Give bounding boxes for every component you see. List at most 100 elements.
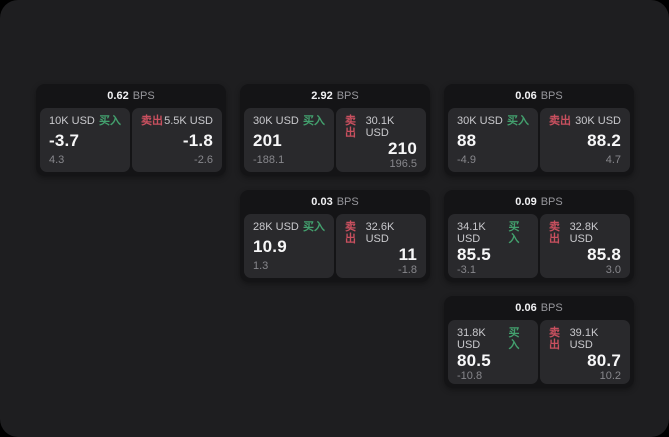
sell-delta: -1.8	[398, 264, 417, 276]
buy-sell-panels: 30K USD 买入 201 -188.1 卖出 30.1K USD 210 1…	[244, 108, 426, 172]
sell-amount: 30.1K USD	[365, 115, 395, 139]
sell-price: 210	[388, 139, 417, 158]
buy-amount: 30K USD	[253, 115, 299, 127]
buy-price: -3.7	[49, 131, 80, 150]
cards-grid: 0.62 BPS 10K USD 买入 -3.7 4.3 卖出 5.5K USD…	[36, 84, 634, 388]
buy-label-row: 28K USD 买入	[253, 221, 325, 233]
buy-panel[interactable]: 30K USD 买入 201 -188.1	[244, 108, 334, 172]
buy-side-label: 买入	[508, 221, 520, 245]
bps-value: 0.06	[515, 302, 537, 314]
buy-price: 85.5	[457, 245, 491, 264]
buy-delta: -188.1	[253, 154, 285, 166]
buy-sell-panels: 34.1K USD 买入 85.5 -3.1 卖出 32.8K USD 85.8…	[448, 214, 630, 278]
buy-side-label: 买入	[303, 115, 325, 127]
sell-panel[interactable]: 卖出 32.6K USD 11 -1.8	[336, 214, 426, 278]
buy-price: 80.5	[457, 351, 491, 370]
buy-label-row: 10K USD 买入	[49, 115, 121, 127]
sell-label-row: 卖出 39.1K USD	[549, 327, 621, 351]
card-header: 0.09 BPS	[448, 194, 630, 210]
bps-value: 2.92	[311, 90, 333, 102]
quote-card: 0.09 BPS 34.1K USD 买入 85.5 -3.1 卖出 32.8K…	[444, 190, 634, 282]
buy-amount: 34.1K USD	[457, 221, 486, 245]
sell-side-label: 卖出	[345, 221, 356, 245]
card-header: 0.03 BPS	[244, 194, 426, 210]
sell-panel[interactable]: 卖出 5.5K USD -1.8 -2.6	[132, 108, 222, 172]
sell-amount: 32.6K USD	[365, 221, 395, 245]
buy-label-row: 34.1K USD 买入	[457, 221, 529, 245]
sell-amount: 30K USD	[575, 115, 621, 127]
sell-panel[interactable]: 卖出 39.1K USD 80.7 10.2	[540, 320, 630, 384]
buy-side-label: 买入	[507, 115, 529, 127]
bps-unit: BPS	[540, 196, 563, 208]
sell-amount: 32.8K USD	[569, 221, 599, 245]
card-header: 0.62 BPS	[40, 88, 222, 104]
quote-card: 0.03 BPS 28K USD 买入 10.9 1.3 卖出 32.6K US…	[240, 190, 430, 282]
sell-panel[interactable]: 卖出 32.8K USD 85.8 3.0	[540, 214, 630, 278]
sell-delta: 3.0	[605, 264, 621, 276]
buy-label-row: 30K USD 买入	[253, 115, 325, 127]
buy-sell-panels: 28K USD 买入 10.9 1.3 卖出 32.6K USD 11 -1.8	[244, 214, 426, 278]
buy-amount: 31.8K USD	[457, 327, 486, 351]
buy-delta: 1.3	[253, 260, 269, 272]
sell-amount: 39.1K USD	[569, 327, 599, 351]
sell-delta: 4.7	[605, 154, 621, 166]
buy-delta: -3.1	[457, 264, 476, 276]
buy-delta: -4.9	[457, 154, 476, 166]
sell-price: 85.8	[587, 245, 621, 264]
buy-panel[interactable]: 34.1K USD 买入 85.5 -3.1	[448, 214, 538, 278]
quote-card: 0.62 BPS 10K USD 买入 -3.7 4.3 卖出 5.5K USD…	[36, 84, 226, 176]
buy-price: 10.9	[253, 237, 287, 256]
buy-delta: 4.3	[49, 154, 65, 166]
quote-card: 0.06 BPS 31.8K USD 买入 80.5 -10.8 卖出 39.1…	[444, 296, 634, 388]
sell-panel[interactable]: 卖出 30.1K USD 210 196.5	[336, 108, 426, 172]
buy-amount: 30K USD	[457, 115, 503, 127]
sell-side-label: 卖出	[549, 221, 560, 245]
buy-sell-panels: 10K USD 买入 -3.7 4.3 卖出 5.5K USD -1.8 -2.…	[40, 108, 222, 172]
buy-panel[interactable]: 10K USD 买入 -3.7 4.3	[40, 108, 130, 172]
card-header: 0.06 BPS	[448, 88, 630, 104]
sell-side-label: 卖出	[141, 115, 163, 127]
sell-label-row: 卖出 32.6K USD	[345, 221, 417, 245]
buy-sell-panels: 31.8K USD 买入 80.5 -10.8 卖出 39.1K USD 80.…	[448, 320, 630, 384]
card-header: 2.92 BPS	[244, 88, 426, 104]
bps-value: 0.06	[515, 90, 537, 102]
bps-unit: BPS	[540, 302, 563, 314]
buy-price: 201	[253, 131, 282, 150]
buy-amount: 10K USD	[49, 115, 95, 127]
buy-side-label: 买入	[303, 221, 325, 233]
sell-price: 80.7	[587, 351, 621, 370]
sell-amount: 5.5K USD	[164, 115, 213, 127]
buy-sell-panels: 30K USD 买入 88 -4.9 卖出 30K USD 88.2 4.7	[448, 108, 630, 172]
buy-label-row: 30K USD 买入	[457, 115, 529, 127]
bps-unit: BPS	[336, 196, 359, 208]
sell-side-label: 卖出	[345, 115, 356, 139]
sell-side-label: 卖出	[549, 115, 571, 127]
sell-delta: 196.5	[389, 158, 417, 170]
sell-price: 11	[398, 245, 417, 264]
sell-label-row: 卖出 32.8K USD	[549, 221, 621, 245]
sell-label-row: 卖出 5.5K USD	[141, 115, 213, 127]
bps-unit: BPS	[132, 90, 155, 102]
sell-price: -1.8	[182, 131, 213, 150]
sell-label-row: 卖出 30K USD	[549, 115, 621, 127]
buy-amount: 28K USD	[253, 221, 299, 233]
sell-delta: 10.2	[599, 370, 621, 382]
buy-side-label: 买入	[508, 327, 520, 351]
sell-panel[interactable]: 卖出 30K USD 88.2 4.7	[540, 108, 630, 172]
buy-panel[interactable]: 31.8K USD 买入 80.5 -10.8	[448, 320, 538, 384]
sell-label-row: 卖出 30.1K USD	[345, 115, 417, 139]
bps-value: 0.62	[107, 90, 129, 102]
sell-side-label: 卖出	[549, 327, 560, 351]
buy-label-row: 31.8K USD 买入	[457, 327, 529, 351]
quote-card: 0.06 BPS 30K USD 买入 88 -4.9 卖出 30K USD 8…	[444, 84, 634, 176]
buy-panel[interactable]: 28K USD 买入 10.9 1.3	[244, 214, 334, 278]
quote-card: 2.92 BPS 30K USD 买入 201 -188.1 卖出 30.1K …	[240, 84, 430, 176]
buy-panel[interactable]: 30K USD 买入 88 -4.9	[448, 108, 538, 172]
buy-side-label: 买入	[99, 115, 121, 127]
buy-delta: -10.8	[457, 370, 483, 382]
bps-unit: BPS	[540, 90, 563, 102]
sell-delta: -2.6	[194, 154, 213, 166]
bps-unit: BPS	[336, 90, 359, 102]
bps-value: 0.09	[515, 196, 537, 208]
